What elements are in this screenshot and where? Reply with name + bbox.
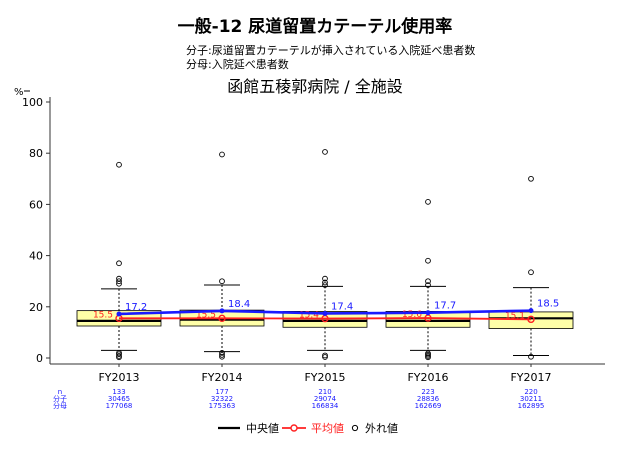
legend-mean-marker	[290, 424, 298, 432]
outlier-point	[219, 151, 225, 158]
stats-cell: 223	[421, 388, 434, 396]
mean-series-line	[119, 317, 532, 321]
outlier-point	[322, 279, 328, 286]
y-tick-label: 100	[22, 96, 43, 109]
box-group: 15.5	[76, 161, 162, 361]
y-tick-label: 40	[29, 250, 43, 263]
stats-row-label: n	[58, 388, 62, 396]
legend-outlier-marker	[351, 424, 359, 432]
hospital-value-label: 18.4	[228, 299, 250, 310]
hospital-value-label: 18.5	[537, 299, 559, 310]
hospital-point	[219, 308, 225, 314]
y-tick-label: 20	[29, 301, 43, 314]
y-tick-label: 60	[29, 198, 43, 211]
x-tick-label: FY2015	[304, 371, 345, 384]
box-group: 15.4	[282, 149, 368, 360]
y-tick-label: 0	[36, 352, 43, 365]
stats-cell: 32322	[211, 395, 233, 403]
legend-median-label: 中央値	[246, 422, 279, 435]
outlier-point	[116, 275, 122, 282]
outlier-point	[116, 260, 122, 267]
mean-value-label: 15.5	[196, 310, 216, 320]
chart-subtitle: 函館五稜郭病院 / 全施設	[227, 77, 403, 96]
legend-outlier-label: 外れ値	[365, 422, 398, 435]
outlier-point	[528, 175, 534, 182]
stats-cell: 162895	[518, 402, 545, 410]
outlier-point	[322, 149, 328, 155]
outlier-point	[322, 275, 328, 282]
stats-table: n 133 177 210 223 220 分子 30465 32322 29074 28836 30…	[53, 388, 544, 410]
stats-cell: 133	[112, 388, 125, 396]
outlier-point	[116, 350, 122, 356]
legend-mean-label: 平均値	[311, 422, 344, 435]
outlier-point	[528, 353, 534, 360]
box-group: 15.6	[385, 198, 471, 361]
stats-row-label: 分母	[53, 401, 67, 410]
stats-cell: 29074	[314, 395, 337, 403]
outlier-point	[116, 278, 122, 285]
stats-row-label: 分子	[53, 394, 67, 403]
stats-cell: 162669	[415, 402, 442, 410]
numerator-definition: 分子:尿道留置カテーテルが挿入されている入院延べ患者数	[186, 44, 476, 57]
outlier-point	[425, 278, 431, 285]
outlier-point	[425, 282, 431, 288]
box-group: 15.5	[179, 151, 265, 360]
stats-cell: 210	[318, 388, 331, 396]
x-tick-label: FY2016	[407, 371, 448, 384]
boxes: 15.5 15.5 15.4 15.6 15.1	[76, 149, 574, 361]
y-axis-label: %	[14, 87, 24, 98]
stats-cell: 177	[215, 388, 228, 396]
mean-value-label: 15.5	[93, 310, 113, 320]
stats-cell: 175363	[209, 402, 236, 410]
x-tick-label: FY2014	[201, 371, 242, 384]
hospital-point	[322, 310, 328, 316]
hospital-series: 17.2 18.4 17.4 17.7 18.5	[116, 299, 559, 321]
outlier-point	[116, 161, 122, 168]
y-tick-label: 80	[29, 147, 43, 160]
hospital-point	[116, 311, 122, 317]
hospital-point	[528, 308, 534, 314]
hospital-value-label: 17.7	[434, 301, 456, 312]
hospital-value-label: 17.2	[125, 302, 147, 313]
outlier-point	[322, 352, 328, 359]
legend: 中央値 平均値 外れ値	[218, 422, 398, 435]
outlier-point	[219, 352, 225, 358]
outlier-point	[116, 353, 122, 359]
outlier-point	[425, 350, 431, 357]
hospital-point	[425, 310, 431, 316]
stats-cell: 30211	[520, 395, 542, 403]
stats-cell: 28836	[417, 395, 440, 403]
outlier-point	[425, 198, 431, 205]
stats-cell: 220	[524, 388, 537, 396]
hospital-value-label: 17.4	[331, 301, 353, 312]
x-tick-label: FY2017	[510, 371, 551, 384]
axes: 0 20 40 60 80 100% FY2013 FY2014 FY2015 FY2016 FY2…	[14, 87, 605, 384]
denominator-definition: 分母:入院延べ患者数	[186, 58, 289, 71]
iqr-box	[488, 311, 574, 329]
outlier-point	[425, 257, 431, 264]
outlier-point	[219, 353, 225, 360]
mean-value-label: 15.1	[505, 311, 525, 321]
outlier-point	[219, 278, 225, 285]
chart-title: 一般-12 尿道留置カテーテル使用率	[177, 17, 453, 37]
outlier-point	[219, 350, 225, 356]
mean-value-label: 15.6	[402, 310, 422, 320]
stats-cell: 177068	[106, 402, 133, 410]
stats-cell: 30465	[108, 395, 130, 403]
mean-value-label: 15.4	[299, 311, 319, 321]
stats-cell: 166834	[312, 402, 339, 410]
x-tick-label: FY2013	[98, 371, 139, 384]
outlier-point	[528, 269, 534, 276]
box-group: 15.1	[488, 175, 574, 360]
outlier-point	[322, 282, 328, 288]
